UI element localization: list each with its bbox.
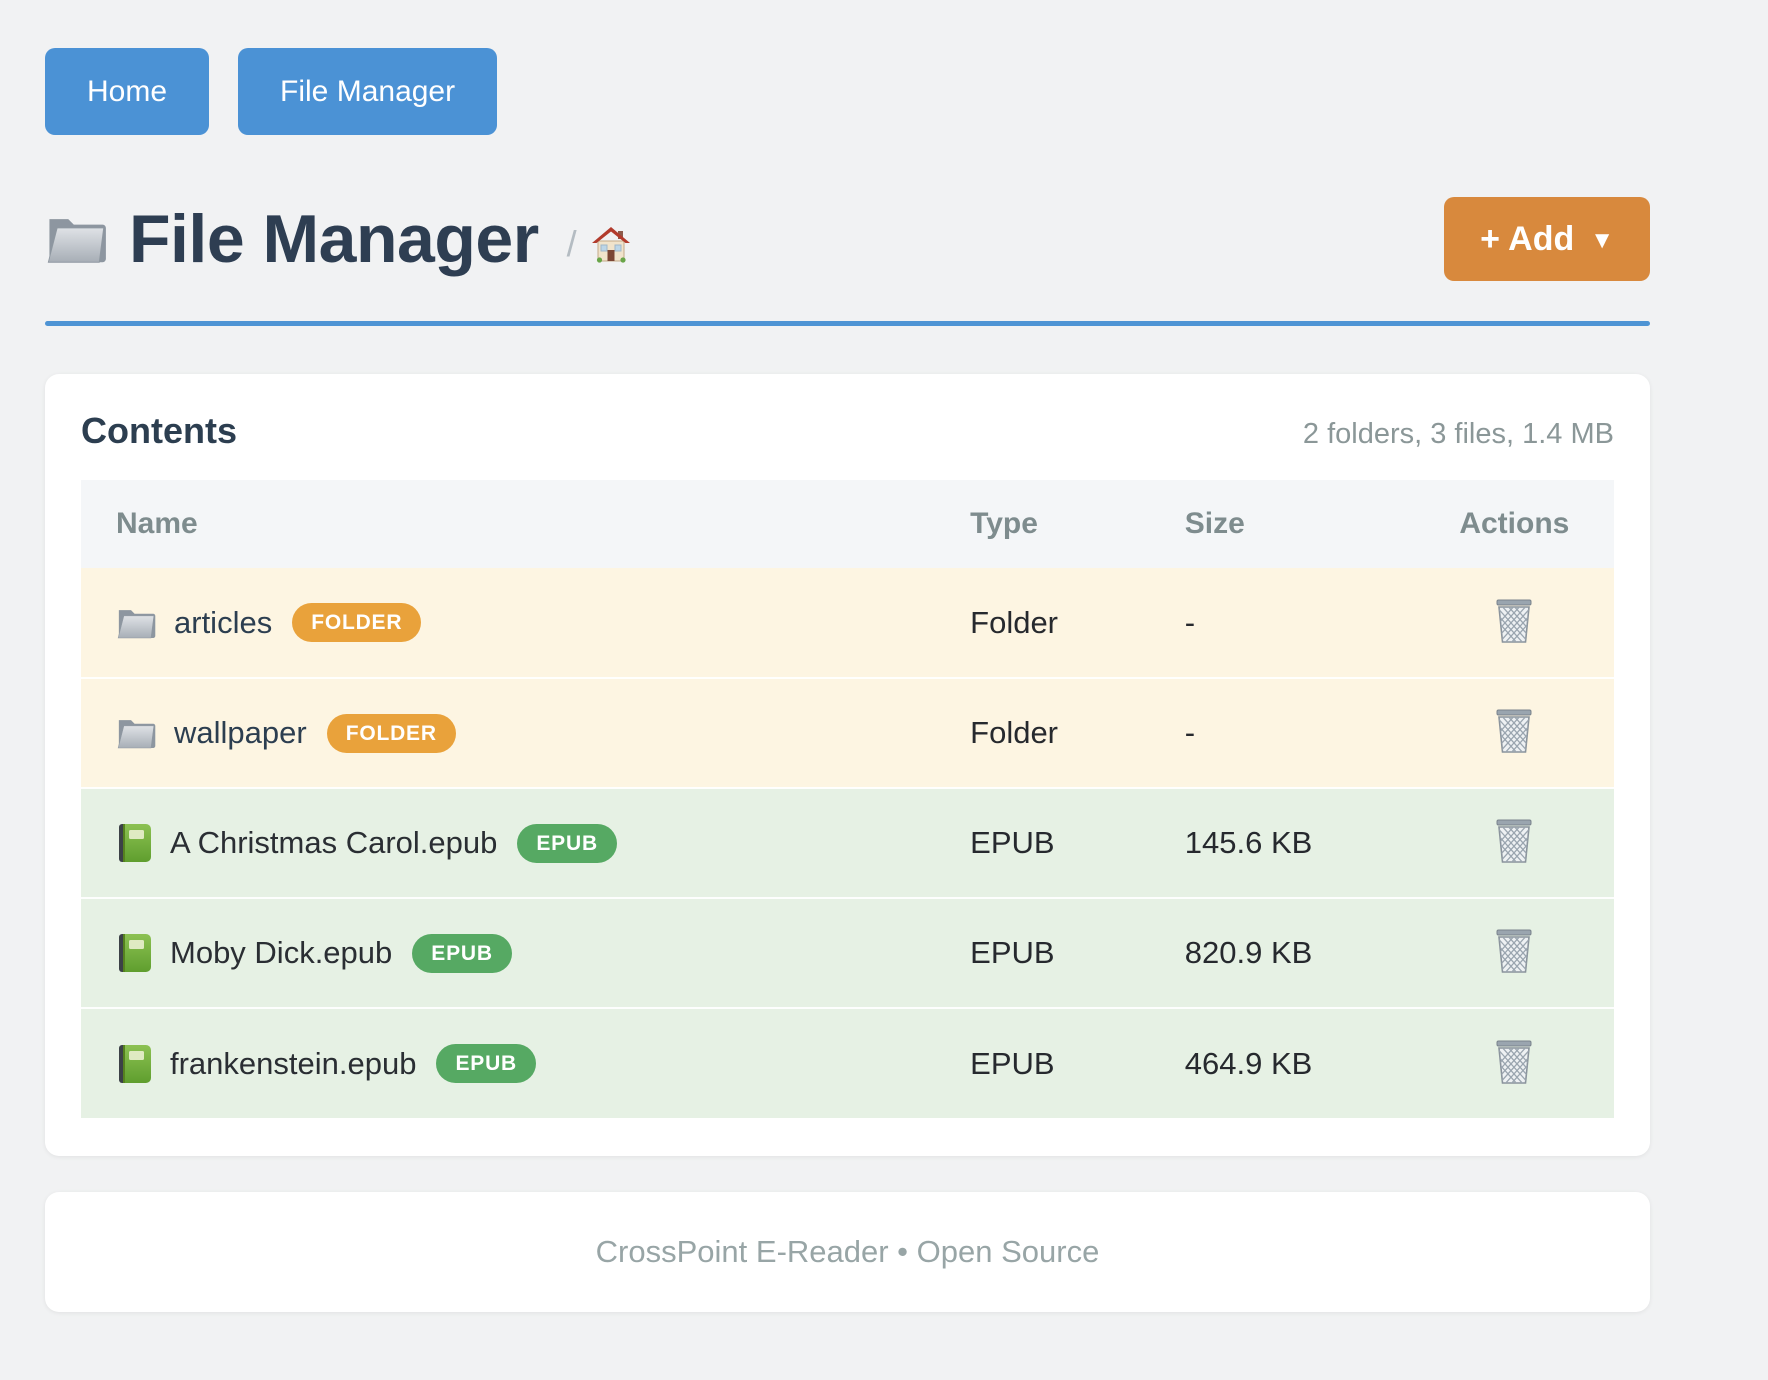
- wastebasket-icon: [1496, 599, 1532, 643]
- delete-button[interactable]: [1489, 704, 1539, 758]
- file-table: Name Type Size Actions articles FOLDER: [81, 480, 1614, 1118]
- file-link[interactable]: Moby Dick.epub: [170, 935, 393, 970]
- wastebasket-icon: [1496, 1040, 1532, 1084]
- type-cell: EPUB: [970, 897, 1185, 1008]
- epub-badge: EPUB: [436, 1044, 537, 1083]
- page-container: Home File Manager File Manager / + Add: [45, 0, 1650, 1312]
- wastebasket-icon: [1496, 929, 1532, 973]
- add-button-label: + Add: [1480, 219, 1575, 258]
- folder-icon: [47, 219, 106, 263]
- file-manager-button[interactable]: File Manager: [238, 48, 498, 135]
- green-book-icon: [119, 934, 151, 972]
- size-cell: 145.6 KB: [1184, 787, 1415, 898]
- home-button[interactable]: Home: [45, 48, 210, 135]
- column-header-type: Type: [970, 480, 1185, 568]
- delete-button[interactable]: [1489, 1035, 1539, 1089]
- column-header-size: Size: [1184, 480, 1415, 568]
- contents-summary: 2 folders, 3 files, 1.4 MB: [1302, 418, 1614, 450]
- folder-link[interactable]: wallpaper: [174, 715, 307, 750]
- page-title: File Manager: [129, 201, 539, 277]
- folder-icon: [117, 720, 156, 749]
- caret-down-icon: ▼: [1590, 226, 1614, 254]
- footer-text: CrossPoint E-Reader • Open Source: [595, 1234, 1100, 1269]
- epub-badge: EPUB: [517, 823, 617, 863]
- epub-badge: EPUB: [412, 933, 512, 973]
- table-row: articles FOLDER Folder -: [81, 568, 1614, 678]
- type-cell: EPUB: [970, 1007, 1185, 1118]
- table-row: A Christmas Carol.epub EPUB EPUB 145.6 K…: [81, 787, 1614, 898]
- size-cell: 820.9 KB: [1184, 897, 1415, 1008]
- table-row: frankenstein.epub EPUB EPUB 464.9 KB: [81, 1007, 1614, 1118]
- table-row: wallpaper FOLDER Folder -: [81, 677, 1614, 788]
- type-cell: EPUB: [970, 787, 1185, 898]
- folder-icon: [117, 609, 156, 638]
- size-cell: 464.9 KB: [1184, 1007, 1415, 1118]
- top-nav: Home File Manager: [45, 0, 1650, 135]
- file-link[interactable]: frankenstein.epub: [170, 1045, 417, 1081]
- column-header-actions: Actions: [1414, 480, 1614, 568]
- table-header-row: Name Type Size Actions: [81, 480, 1614, 568]
- table-row: Moby Dick.epub EPUB EPUB 820.9 KB: [81, 897, 1614, 1008]
- contents-card: Contents 2 folders, 3 files, 1.4 MB Name…: [45, 374, 1650, 1156]
- green-book-icon: [119, 824, 151, 862]
- delete-button[interactable]: [1489, 924, 1539, 978]
- folder-link[interactable]: articles: [174, 604, 273, 640]
- wastebasket-icon: [1496, 819, 1532, 863]
- add-button[interactable]: + Add ▼: [1444, 197, 1650, 281]
- green-book-icon: [119, 1044, 151, 1083]
- folder-badge: FOLDER: [326, 713, 456, 753]
- footer: CrossPoint E-Reader • Open Source: [45, 1192, 1650, 1312]
- home-icon[interactable]: [591, 226, 631, 264]
- file-link[interactable]: A Christmas Carol.epub: [170, 825, 498, 860]
- type-cell: Folder: [970, 604, 1059, 640]
- contents-heading: Contents: [81, 410, 237, 451]
- size-cell: -: [1184, 604, 1196, 640]
- folder-badge: FOLDER: [292, 603, 422, 642]
- page-header: File Manager / + Add ▼: [45, 197, 1650, 281]
- title-divider: [45, 321, 1650, 326]
- delete-button[interactable]: [1489, 814, 1539, 868]
- breadcrumb-separator: /: [566, 223, 577, 264]
- wastebasket-icon: [1496, 709, 1532, 753]
- delete-button[interactable]: [1489, 594, 1539, 648]
- column-header-name: Name: [81, 480, 971, 568]
- type-cell: Folder: [970, 677, 1185, 788]
- title-group: File Manager /: [45, 200, 631, 278]
- contents-card-header: Contents 2 folders, 3 files, 1.4 MB: [81, 410, 1614, 452]
- size-cell: -: [1184, 677, 1415, 788]
